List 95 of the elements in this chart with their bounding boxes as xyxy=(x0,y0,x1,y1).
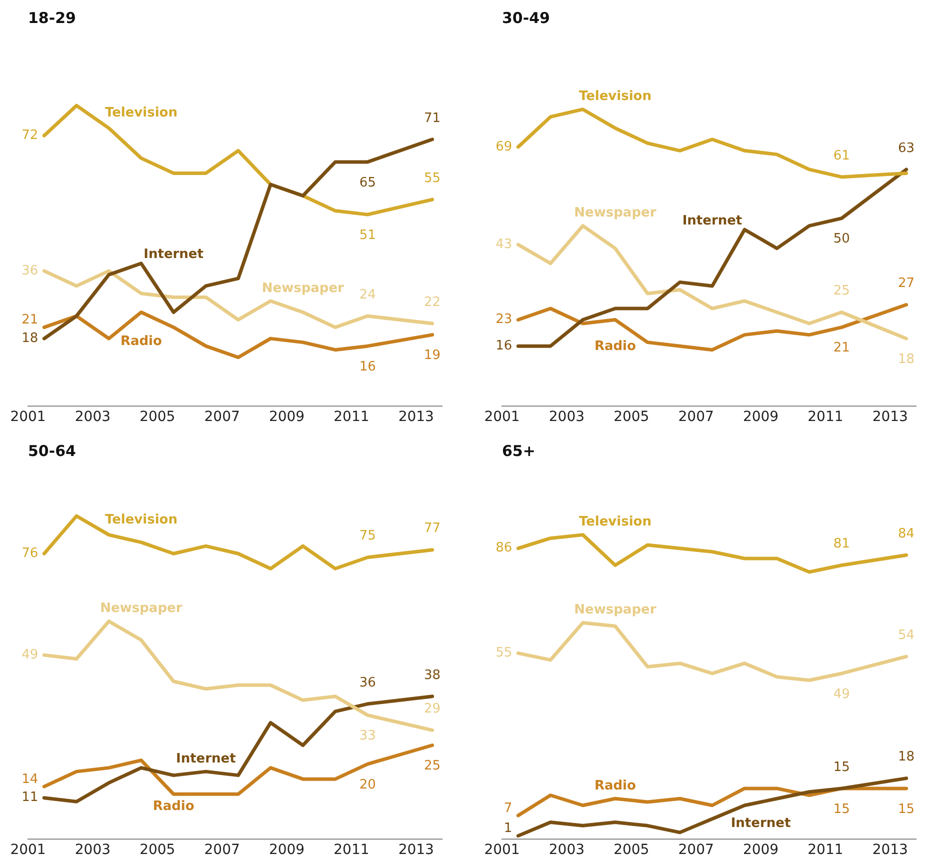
x-tick-label: 2009 xyxy=(742,409,779,426)
series-label: Radio xyxy=(120,334,162,349)
x-tick-label: 2001 xyxy=(484,409,520,426)
data-label: 81 xyxy=(833,536,850,552)
x-tick-label: 2003 xyxy=(74,409,111,426)
x-tick-label: 2003 xyxy=(548,842,585,858)
series-label: Television xyxy=(578,514,652,530)
data-label: 55 xyxy=(496,646,512,661)
data-label: 15 xyxy=(833,760,850,775)
data-label: 69 xyxy=(496,139,512,154)
data-label: 38 xyxy=(424,668,441,683)
series-label: Newspaper xyxy=(574,602,657,618)
data-label: 21 xyxy=(22,312,38,328)
data-label: 7 xyxy=(504,800,512,816)
series-label: Television xyxy=(104,512,178,528)
x-tick-label: 2009 xyxy=(268,842,305,858)
series-label: Newspaper xyxy=(574,206,657,221)
series-label: Television xyxy=(104,105,178,120)
data-label: 18 xyxy=(22,330,38,346)
series-label: Radio xyxy=(594,778,636,794)
x-tick-label: 2013 xyxy=(398,409,434,426)
x-tick-label: 2007 xyxy=(678,409,714,426)
data-label: 49 xyxy=(22,647,38,662)
data-label: 54 xyxy=(898,628,915,643)
data-label: 76 xyxy=(22,546,38,561)
series-label: Television xyxy=(578,89,652,104)
data-label: 25 xyxy=(424,758,441,774)
data-label: 33 xyxy=(359,728,376,744)
chart-title: 50-64 xyxy=(28,442,76,460)
x-tick-label: 2001 xyxy=(10,409,46,426)
x-tick-label: 2007 xyxy=(678,842,714,858)
series-label: Internet xyxy=(730,816,791,831)
series-label: Radio xyxy=(152,798,194,814)
data-label: 24 xyxy=(359,287,376,302)
data-label: 72 xyxy=(22,128,38,144)
x-tick-label: 2005 xyxy=(140,842,176,858)
data-label: 18 xyxy=(898,352,915,367)
data-label: 43 xyxy=(496,236,512,252)
data-label: 71 xyxy=(424,110,441,126)
x-tick-label: 2005 xyxy=(614,409,650,426)
data-label: 11 xyxy=(22,790,38,806)
data-label: 15 xyxy=(898,802,915,817)
data-label: 15 xyxy=(833,802,850,817)
chart-title: 65+ xyxy=(502,442,536,460)
x-tick-label: 2003 xyxy=(74,842,111,858)
chart-title: 18-29 xyxy=(28,8,76,27)
series-label: Newspaper xyxy=(262,280,345,296)
data-label: 29 xyxy=(424,702,441,717)
x-tick-label: 2011 xyxy=(808,409,844,426)
x-tick-label: 2007 xyxy=(204,842,240,858)
data-label: 86 xyxy=(496,540,512,556)
x-tick-label: 2001 xyxy=(10,842,46,858)
data-label: 22 xyxy=(424,294,441,310)
data-label: 36 xyxy=(22,263,38,278)
x-tick-label: 2003 xyxy=(548,409,585,426)
x-tick-label: 2009 xyxy=(268,409,305,426)
data-label: 50 xyxy=(833,232,850,247)
data-label: 55 xyxy=(424,170,441,186)
x-tick-label: 2011 xyxy=(334,842,370,858)
data-label: 16 xyxy=(496,338,512,354)
data-label: 14 xyxy=(22,772,38,787)
data-label: 84 xyxy=(898,526,915,542)
data-label: 77 xyxy=(424,521,441,536)
data-label: 49 xyxy=(833,686,850,702)
data-label: 61 xyxy=(833,148,850,164)
chart-title: 30-49 xyxy=(502,8,550,27)
series-label: Internet xyxy=(682,214,742,229)
x-tick-label: 2013 xyxy=(872,842,908,858)
data-label: 36 xyxy=(359,675,376,690)
data-label: 23 xyxy=(496,312,512,328)
data-label: 16 xyxy=(359,359,376,374)
data-label: 18 xyxy=(898,750,915,765)
series-label: Internet xyxy=(144,246,204,262)
data-label: 19 xyxy=(424,348,441,364)
x-tick-label: 2011 xyxy=(334,409,370,426)
x-tick-label: 2005 xyxy=(140,409,176,426)
x-tick-label: 2007 xyxy=(204,409,240,426)
data-label: 21 xyxy=(833,340,850,356)
x-tick-label: 2009 xyxy=(742,842,779,858)
series-label: Internet xyxy=(176,751,236,766)
data-label: 63 xyxy=(898,140,915,156)
series-label: Radio xyxy=(594,339,636,354)
data-label: 1 xyxy=(504,821,512,836)
x-tick-label: 2013 xyxy=(398,842,434,858)
x-tick-label: 2005 xyxy=(614,842,650,858)
data-label: 27 xyxy=(898,276,915,292)
x-tick-label: 2001 xyxy=(484,842,520,858)
x-tick-label: 2013 xyxy=(872,409,908,426)
data-label: 20 xyxy=(359,777,376,792)
series-label: Newspaper xyxy=(100,601,183,616)
x-tick-label: 2011 xyxy=(808,842,844,858)
data-label: 25 xyxy=(833,284,850,299)
data-label: 65 xyxy=(359,175,376,190)
data-label: 51 xyxy=(359,228,376,243)
data-label: 75 xyxy=(359,528,376,544)
